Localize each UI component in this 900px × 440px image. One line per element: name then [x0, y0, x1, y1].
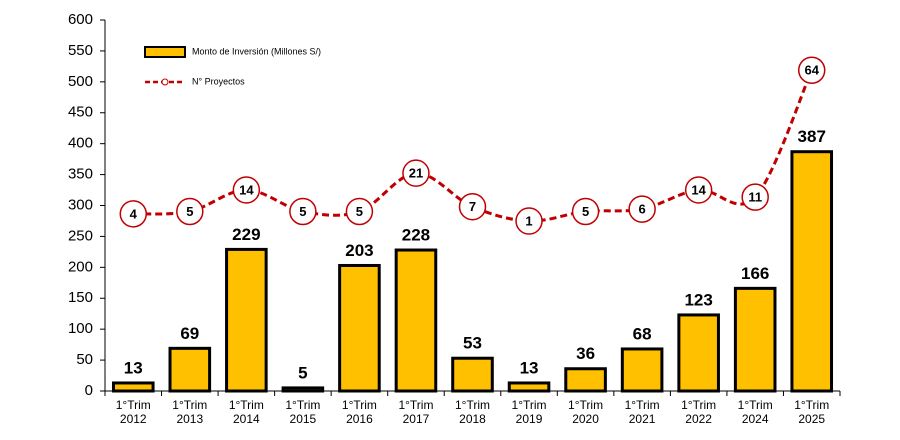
bar [168, 346, 212, 393]
bar [564, 367, 607, 393]
x-tick-label: 1°Trim 2016 [341, 398, 377, 426]
y-tick-label: 0 [85, 382, 93, 399]
bar-value-label: 228 [402, 226, 430, 245]
bar-value-label: 203 [345, 241, 373, 260]
line-value-label: 21 [409, 166, 423, 181]
legend-label: N° Proyectos [192, 76, 245, 86]
x-tick-label: 1°Trim 2021 [624, 398, 660, 426]
line-value-label: 5 [356, 204, 363, 219]
bar [677, 313, 720, 393]
bar [451, 356, 494, 393]
line-marker [684, 176, 713, 204]
x-tick-label: 1°Trim 2020 [568, 398, 604, 426]
line-value-label: 1 [525, 213, 532, 228]
x-tick-label: 1°Trim 2012 [115, 398, 151, 426]
line-marker [176, 197, 204, 226]
line-value-label: 64 [804, 63, 819, 78]
line-marker [741, 183, 769, 211]
x-tick-label: 1°Trim 2019 [511, 398, 547, 426]
line-marker [345, 197, 374, 226]
bar [733, 286, 777, 393]
bar-value-label: 69 [180, 324, 199, 343]
y-tick-label: 200 [68, 258, 93, 275]
y-tick-label: 500 [68, 73, 93, 90]
bar [338, 263, 381, 393]
y-tick-label: 350 [68, 166, 93, 183]
line-value-label: 6 [638, 202, 645, 217]
bar [225, 247, 268, 393]
legend-label: Monto de Inversión (Millones S/) [192, 46, 321, 56]
bar-value-label: 229 [232, 225, 260, 244]
bar-value-label: 36 [576, 344, 595, 363]
line-marker [515, 207, 543, 235]
line-value-label: 14 [691, 182, 706, 197]
bar-value-label: 387 [798, 127, 826, 146]
legend-marker [161, 78, 169, 86]
bar [111, 381, 155, 393]
y-tick-label: 100 [68, 320, 93, 337]
y-tick-label: 550 [68, 42, 93, 59]
line-marker [119, 200, 148, 228]
bar-value-label: 5 [298, 363, 307, 382]
line-marker [402, 159, 430, 187]
line-marker [232, 176, 261, 204]
bar [790, 150, 834, 393]
line-value-label: 5 [582, 204, 589, 219]
x-tick-label: 1°Trim 2025 [794, 398, 830, 426]
y-tick-label: 250 [68, 227, 93, 244]
bar [281, 386, 325, 393]
legend-swatch [144, 46, 186, 58]
bar-value-label: 123 [684, 290, 712, 309]
line-value-label: 11 [748, 190, 762, 205]
x-tick-label: 1°Trim 2015 [285, 398, 321, 426]
y-tick-label: 50 [76, 351, 93, 368]
bar-value-label: 13 [124, 358, 143, 377]
bar [394, 248, 438, 393]
y-tick-label: 150 [68, 289, 93, 306]
bar-value-label: 13 [520, 358, 539, 377]
y-tick-label: 600 [68, 11, 93, 28]
bar-value-label: 68 [633, 324, 652, 343]
line-value-label: 5 [186, 204, 193, 219]
bar [507, 381, 551, 393]
line-marker [628, 195, 656, 223]
bar-value-label: 166 [741, 264, 769, 283]
x-tick-label: 1°Trim 2024 [737, 398, 773, 426]
bar [620, 347, 664, 393]
y-tick-label: 400 [68, 135, 93, 152]
line-value-label: 4 [130, 206, 138, 221]
line-marker [289, 197, 317, 226]
x-tick-label: 1°Trim 2014 [228, 398, 264, 426]
y-tick-label: 300 [68, 196, 93, 213]
line-value-label: 7 [469, 199, 476, 214]
line-value-label: 5 [299, 204, 306, 219]
y-tick-label: 450 [68, 104, 93, 121]
x-tick-label: 1°Trim 2022 [681, 398, 717, 426]
line-marker [571, 197, 600, 226]
line-marker [458, 192, 487, 221]
bar-value-label: 53 [463, 334, 482, 353]
x-tick-label: 1°Trim 2013 [172, 398, 208, 426]
x-tick-label: 1°Trim 2018 [454, 398, 490, 426]
x-tick-label: 1°Trim 2017 [398, 398, 434, 426]
line-value-label: 14 [239, 182, 254, 197]
line-marker [797, 56, 826, 85]
